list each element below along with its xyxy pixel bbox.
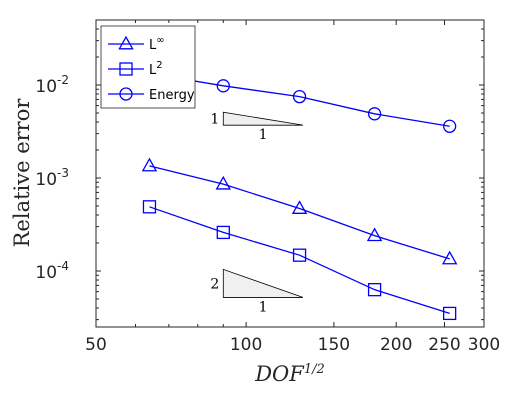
y-tick-label: 10-4: [35, 259, 69, 283]
data-series: [141, 66, 458, 321]
plot-frame: [95, 19, 485, 328]
slope-horizontal-label: 1: [259, 299, 268, 315]
slope-vertical-label: 2: [210, 276, 219, 292]
series-line: [149, 206, 450, 315]
slope-triangle: 21: [210, 268, 304, 315]
legend-marker: [119, 62, 133, 76]
data-point: [367, 283, 382, 297]
slope-triangle-shape: [222, 111, 303, 126]
data-point: [443, 306, 457, 321]
y-tick-label: 10-3: [35, 166, 69, 190]
y-tick-label: 10-2: [35, 73, 69, 97]
data-point: [292, 89, 307, 104]
legend-label: Energy: [149, 88, 195, 103]
data-point: [441, 250, 458, 265]
legend-marker: [119, 87, 133, 101]
legend: L∞ L2 Energy: [100, 25, 196, 109]
data-point: [141, 157, 158, 172]
x-tick-labels: 50 100 150 200 250 300: [85, 335, 500, 355]
series-linf: [141, 157, 458, 265]
data-point: [291, 200, 308, 214]
x-tick-label: 250: [428, 335, 460, 355]
x-axis-label: DOF1/2: [254, 362, 325, 386]
data-point: [367, 107, 382, 121]
legend-label: L2: [149, 60, 163, 78]
x-tick-label: 150: [318, 335, 350, 355]
x-tick-label: 300: [468, 335, 500, 355]
x-tick-label: 100: [230, 335, 262, 355]
series-line: [149, 165, 450, 260]
legend-label: L∞: [149, 35, 165, 53]
slope-triangle: 11: [210, 112, 303, 143]
series-line: [149, 72, 450, 127]
x-axis-label-exponent: 1/2: [304, 362, 325, 377]
y-tick-labels: 10-4 10-3 10-2: [35, 73, 69, 283]
x-axis-label-base: DOF: [254, 362, 305, 386]
y-axis-label: Relative error: [10, 98, 34, 248]
data-point: [216, 79, 230, 93]
legend-marker: [118, 35, 134, 50]
slope-triangle-shape: [222, 268, 304, 298]
data-point: [292, 248, 307, 262]
slope-vertical-label: 1: [210, 112, 219, 128]
legend-entry: L2: [108, 60, 163, 78]
data-point: [215, 175, 231, 190]
axis-ticks: [95, 20, 485, 327]
x-tick-label: 200: [380, 335, 412, 355]
data-point: [366, 227, 383, 242]
data-point: [443, 119, 457, 133]
slope-horizontal-label: 1: [259, 127, 268, 143]
legend-entry: L∞: [108, 35, 165, 53]
series-l2: [142, 200, 457, 321]
legend-entry: Energy: [108, 87, 195, 103]
x-tick-label: 50: [85, 335, 107, 355]
data-point: [216, 225, 230, 240]
data-point: [142, 200, 157, 214]
